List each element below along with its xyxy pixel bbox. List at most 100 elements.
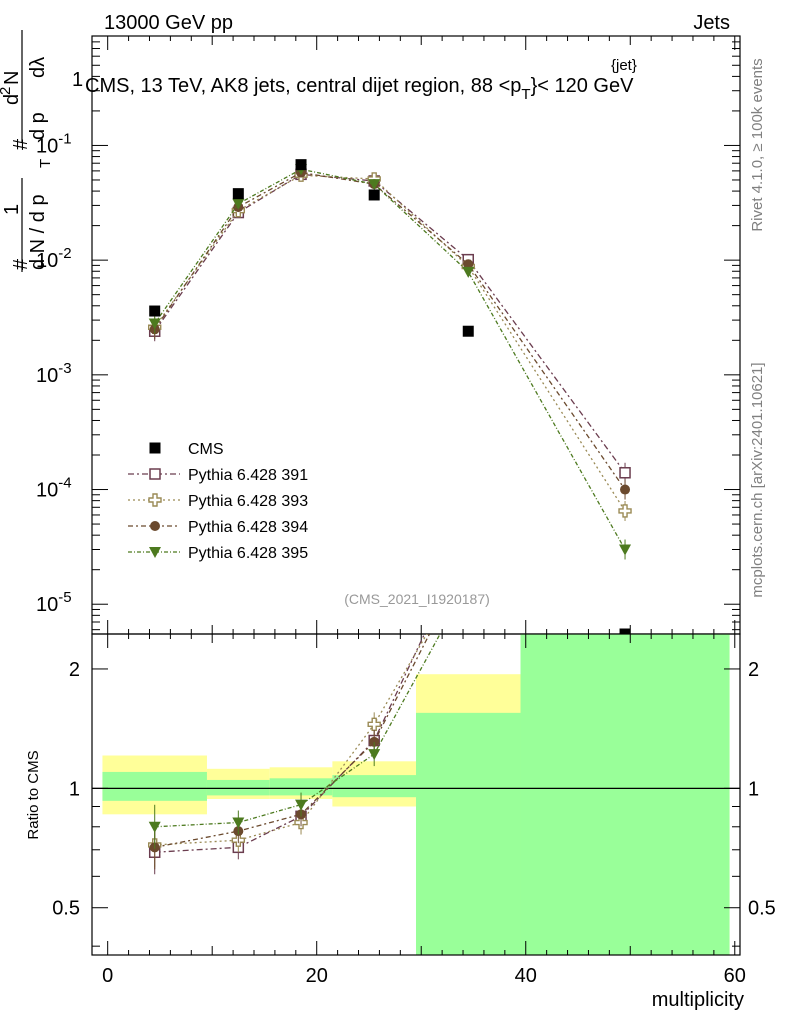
- x-tick-label: 60: [724, 965, 746, 987]
- legend-label: Pythia 6.428 394: [188, 519, 308, 536]
- legend-label: Pythia 6.428 393: [188, 493, 308, 510]
- ratio-y-tick-label: 2: [748, 659, 759, 681]
- ratio-band-inner: [206, 779, 270, 796]
- ylabel-hash: #: [10, 258, 32, 270]
- ratio-frame: [91, 633, 741, 956]
- data-point: [620, 484, 631, 495]
- analysis-watermark: (CMS_2021_I1920187): [344, 591, 490, 607]
- legend-label: Pythia 6.428 391: [188, 467, 308, 484]
- ratio-point: [148, 821, 161, 833]
- ylabel-d2N: d: [1, 94, 23, 105]
- y-axis-label: # 1 d N / d p T # d 2 N d p dλ: [0, 30, 54, 272]
- legend: CMS Pythia 6.428 391 Pythia 6.428 393 Pythi…: [128, 441, 308, 562]
- legend-marker: [150, 521, 160, 531]
- ylabel-exp2: 2: [0, 87, 14, 95]
- chart-title-one: 1: [72, 69, 83, 91]
- cms-point: [619, 628, 631, 634]
- cms-point: [295, 159, 307, 171]
- side-text-bottom: mcplots.cern.ch [arXiv:2401.10621]: [749, 362, 766, 597]
- y-tick-base: 10: [36, 135, 58, 157]
- chart-title-tail: }< 120 GeV: [531, 75, 635, 97]
- ratio-y-tick-label: 0.5: [748, 898, 776, 920]
- cms-point: [368, 189, 380, 201]
- cms-point: [149, 305, 161, 317]
- upper-series: [148, 159, 632, 634]
- y-tick-base: 10: [36, 365, 58, 387]
- header-right: Jets: [693, 12, 730, 34]
- ratio-y-tick-label: 0.5: [52, 898, 80, 920]
- legend-marker-cms: [149, 442, 161, 454]
- ratio-y-tick-label: 1: [69, 778, 80, 800]
- side-text-top: Rivet 4.1.0, ≥ 100k events: [749, 58, 766, 231]
- ylabel-dlambda: dλ: [27, 57, 49, 78]
- chart-title-main: CMS, 13 TeV, AK8 jets, central dijet reg…: [85, 75, 521, 97]
- legend-marker: [148, 493, 162, 507]
- data-point: [462, 266, 475, 278]
- series-line-Pythia-6428-395: [154, 168, 626, 550]
- data-point: [619, 467, 631, 479]
- series-line-Pythia-6428-394: [154, 171, 626, 490]
- ratio-band-inner: [102, 771, 207, 801]
- ylabel-one: 1: [1, 204, 23, 215]
- ratio-line-Pythia-6428-395: [154, 634, 441, 828]
- ratio-y-tick-label: 1: [748, 778, 759, 800]
- y-tick-label: 10-5: [36, 589, 72, 616]
- y-tick-exp: -5: [58, 589, 71, 606]
- ratio-point: [232, 817, 245, 829]
- ratio-band-inner: [520, 634, 730, 955]
- y-tick-exp: -1: [58, 130, 71, 147]
- upper-panel: 10-110-210-310-410-5: [36, 35, 741, 635]
- ratio-point: [367, 717, 381, 732]
- y-tick-label: 10-2: [36, 245, 72, 272]
- ratio-point: [368, 749, 381, 761]
- ylabel-hash2: #: [10, 138, 32, 150]
- data-point: [232, 198, 245, 210]
- data-point: [619, 544, 632, 556]
- ratio-band-inner: [416, 712, 521, 955]
- legend-label: CMS: [188, 441, 224, 458]
- ylabel-dp: d p: [27, 112, 49, 140]
- chart-title-sub: T: [521, 86, 530, 103]
- x-axis-label: multiplicity: [652, 989, 744, 1011]
- header-left: 13000 GeV pp: [104, 12, 233, 34]
- series-line-Pythia-6428-391: [154, 173, 626, 474]
- ylabel-denominator: d N / d p: [27, 194, 49, 270]
- data-point: [148, 318, 161, 330]
- data-point: [618, 504, 632, 518]
- y-tick-exp: -2: [58, 245, 71, 262]
- series-line-Pythia-6428-393: [154, 174, 626, 512]
- cms-point: [462, 325, 474, 337]
- y-tick-base: 10: [36, 480, 58, 502]
- ratio-series: [148, 634, 441, 875]
- ylabel-N: N: [1, 71, 23, 85]
- y-tick-exp: -3: [58, 360, 71, 377]
- chart-title-sup: {jet}: [611, 57, 637, 74]
- ylabel-T: T: [37, 159, 54, 168]
- ratio-y-tick-label: 2: [69, 659, 80, 681]
- ratio-point: [295, 799, 308, 811]
- y-tick-label: 10-4: [36, 475, 72, 502]
- cms-point: [232, 188, 244, 200]
- ratio-point: [369, 736, 380, 747]
- y-tick-label: 10-1: [36, 130, 72, 157]
- legend-label: Pythia 6.428 395: [188, 545, 308, 562]
- chart-title: CMS, 13 TeV, AK8 jets, central dijet reg…: [85, 75, 634, 103]
- y-tick-exp: -4: [58, 475, 71, 492]
- ratio-line-Pythia-6428-393: [154, 634, 428, 846]
- y-tick-label: 10-3: [36, 360, 72, 387]
- data-point: [368, 179, 381, 191]
- ratio-band-inner: [332, 775, 416, 798]
- y-tick-base: 10: [36, 594, 58, 616]
- data-point: [463, 259, 474, 270]
- x-tick-label: 40: [515, 965, 537, 987]
- y-tick-base: 10: [36, 250, 58, 272]
- ratio-line-Pythia-6428-391: [154, 634, 426, 853]
- ratio-band-inner: [269, 778, 333, 796]
- legend-marker: [149, 547, 161, 558]
- x-tick-label: 20: [306, 965, 328, 987]
- legend-marker: [149, 468, 161, 480]
- ratio-panel: 0 20 40 60 0.5 0.5 1 1 2 2: [52, 633, 776, 987]
- x-tick-label: 0: [102, 965, 113, 987]
- ratio-axis-label: Ratio to CMS: [25, 750, 42, 839]
